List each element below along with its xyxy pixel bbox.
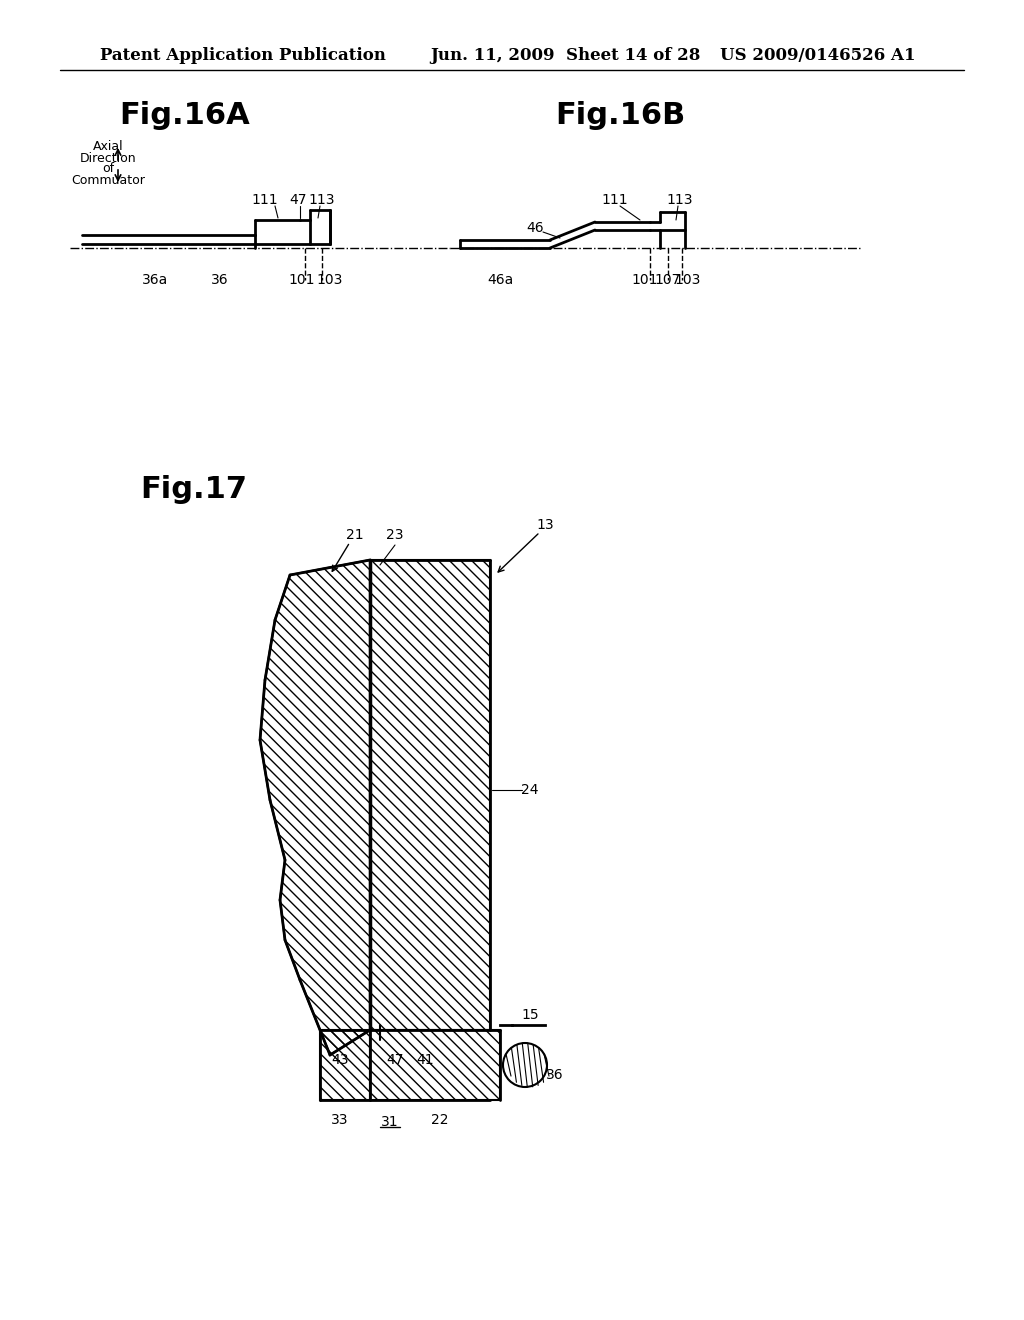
Text: Commuator: Commuator (71, 173, 145, 186)
Text: 107: 107 (654, 273, 681, 286)
Text: US 2009/0146526 A1: US 2009/0146526 A1 (720, 46, 915, 63)
Text: 46: 46 (526, 220, 544, 235)
Text: 13: 13 (537, 517, 554, 532)
Text: 36a: 36a (142, 273, 168, 286)
Text: 23: 23 (386, 528, 403, 543)
Text: 103: 103 (675, 273, 701, 286)
Text: 36: 36 (211, 273, 228, 286)
Text: Direction: Direction (80, 152, 136, 165)
Text: 22: 22 (431, 1113, 449, 1127)
Text: Fig.16A: Fig.16A (120, 100, 251, 129)
Text: 36: 36 (546, 1068, 564, 1082)
Text: 24: 24 (521, 783, 539, 797)
Text: Fig.16B: Fig.16B (555, 100, 685, 129)
Text: 47: 47 (289, 193, 307, 207)
Text: 101: 101 (289, 273, 315, 286)
Text: Patent Application Publication: Patent Application Publication (100, 46, 386, 63)
Text: 113: 113 (309, 193, 335, 207)
Text: Jun. 11, 2009  Sheet 14 of 28: Jun. 11, 2009 Sheet 14 of 28 (430, 46, 700, 63)
Text: Axial: Axial (93, 140, 123, 153)
Text: 101: 101 (632, 273, 658, 286)
Text: 31: 31 (381, 1115, 398, 1129)
Text: of: of (102, 162, 114, 176)
Text: 21: 21 (346, 528, 364, 543)
Text: 113: 113 (667, 193, 693, 207)
Text: 15: 15 (521, 1008, 539, 1022)
Text: 41: 41 (416, 1053, 434, 1067)
Text: 47: 47 (386, 1053, 403, 1067)
Text: 43: 43 (331, 1053, 349, 1067)
Text: 33: 33 (331, 1113, 349, 1127)
Text: Fig.17: Fig.17 (140, 475, 247, 504)
Text: 111: 111 (602, 193, 629, 207)
Text: 111: 111 (252, 193, 279, 207)
Text: 46a: 46a (486, 273, 513, 286)
Text: 103: 103 (316, 273, 343, 286)
